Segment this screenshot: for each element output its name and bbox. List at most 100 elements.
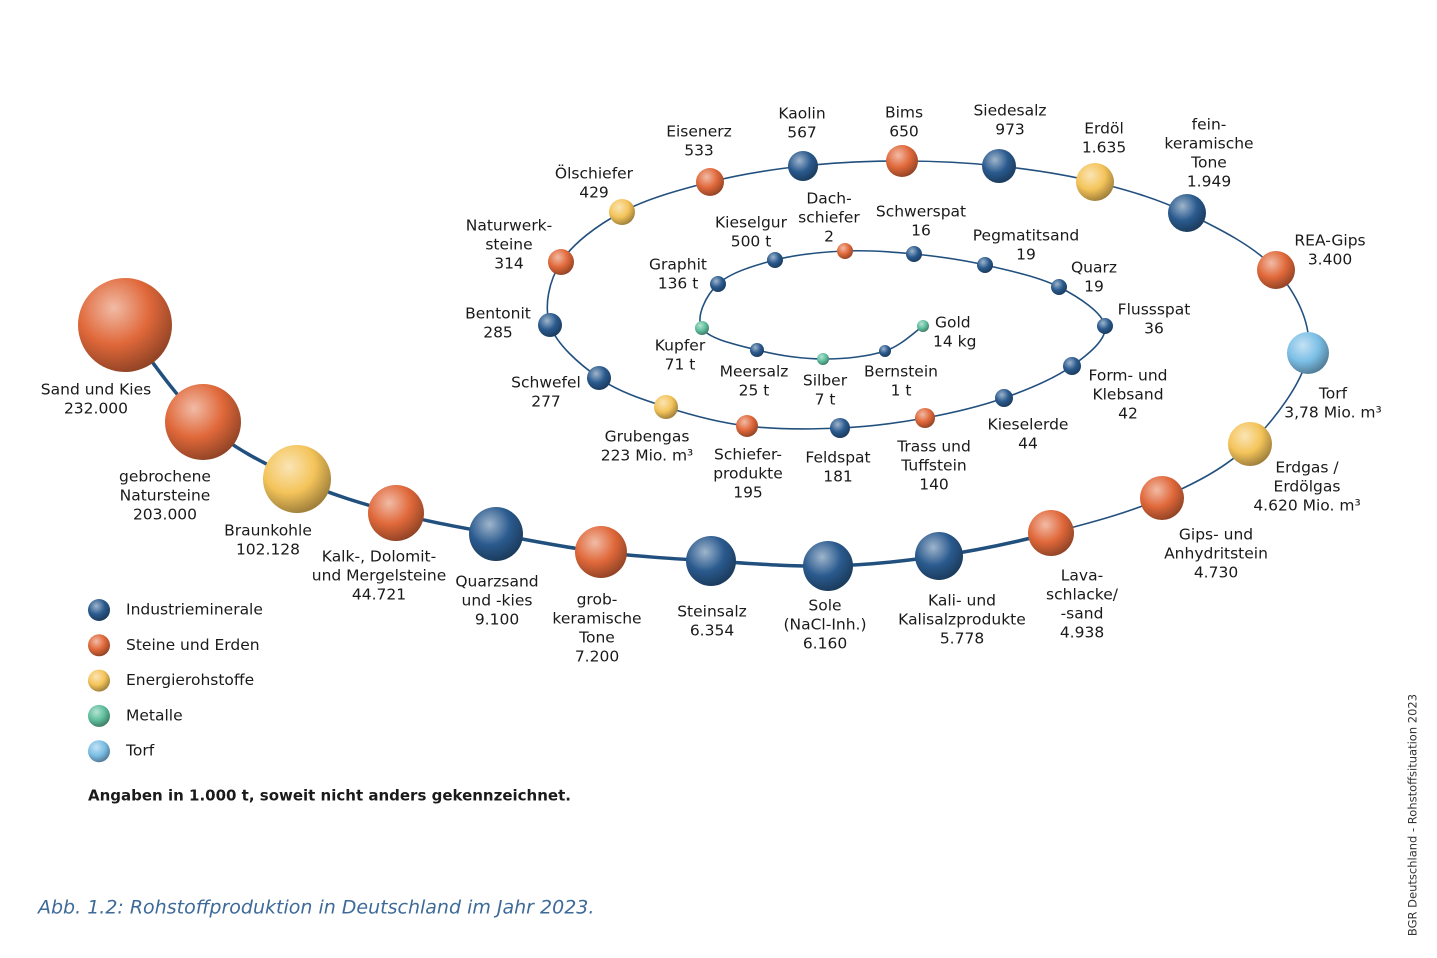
resource-ball xyxy=(654,395,678,419)
resource-ball xyxy=(548,249,574,275)
legend-swatch xyxy=(88,599,110,621)
resource-value: 567 xyxy=(787,124,817,142)
resource-ball xyxy=(788,151,818,181)
resource-value: 136 t xyxy=(658,275,699,293)
resource-value: 4.730 xyxy=(1194,564,1238,582)
resource-name: Silber xyxy=(803,372,848,390)
resource-name: schlacke/ xyxy=(1046,586,1119,604)
resource-ball xyxy=(587,366,611,390)
resource-value: 314 xyxy=(494,255,524,273)
resource-ball xyxy=(78,278,172,372)
resource-ball xyxy=(837,243,853,259)
resource-value: 16 xyxy=(911,222,931,240)
resource-name: Bernstein xyxy=(864,363,938,381)
resource-value: 25 t xyxy=(739,382,770,400)
resource-ball xyxy=(165,384,241,460)
resource-ball xyxy=(368,485,424,541)
resource-name: Kieselgur xyxy=(715,214,788,232)
resource-value: 195 xyxy=(733,484,763,502)
resource-value: 71 t xyxy=(665,356,696,374)
resource-value: 4.620 Mio. m³ xyxy=(1253,497,1360,515)
resource-name: Feldspat xyxy=(805,449,870,467)
resource-name: Bentonit xyxy=(465,305,531,323)
resource-ball xyxy=(886,145,918,177)
resource-ball xyxy=(817,353,829,365)
resource-value: 9.100 xyxy=(475,611,519,629)
resource-name: Kali- und xyxy=(928,592,996,610)
legend-label: Metalle xyxy=(126,706,183,724)
resource-ball xyxy=(1257,251,1295,289)
resource-name: Quarz xyxy=(1071,259,1117,277)
resource-value: 140 xyxy=(919,476,949,494)
resource-name: Anhydritstein xyxy=(1164,545,1268,563)
resource-name: Trass und xyxy=(896,438,971,456)
resource-ball xyxy=(906,246,922,262)
resource-name: Siedesalz xyxy=(973,102,1046,120)
resource-ball xyxy=(750,343,764,357)
resource-value: 42 xyxy=(1118,405,1138,423)
resource-ball xyxy=(767,252,783,268)
resource-value: 973 xyxy=(995,121,1025,139)
resource-value: 285 xyxy=(483,324,513,342)
resource-value: 429 xyxy=(579,184,609,202)
resource-ball xyxy=(686,536,736,586)
resource-value: 19 xyxy=(1084,278,1104,296)
resource-name: Dach- xyxy=(806,190,851,208)
resource-name: Natursteine xyxy=(120,487,211,505)
resource-value: 181 xyxy=(823,468,853,486)
resource-name: Ölschiefer xyxy=(555,164,634,183)
resource-value: 1 t xyxy=(891,382,912,400)
resource-name: Form- und xyxy=(1088,367,1167,385)
resource-name: Kaolin xyxy=(778,105,825,123)
resource-name: schiefer xyxy=(798,209,860,227)
resource-name: Bims xyxy=(885,104,923,122)
resource-name: Erdöl xyxy=(1084,120,1124,138)
resource-ball xyxy=(609,199,635,225)
resource-value: 4.938 xyxy=(1060,624,1104,642)
resource-name: Kieselerde xyxy=(988,416,1069,434)
legend-swatch xyxy=(88,704,110,727)
resource-value: 2 xyxy=(824,228,834,246)
resource-ball xyxy=(830,418,850,438)
legend-swatch xyxy=(88,669,110,692)
resource-ball xyxy=(917,320,929,332)
resource-ball xyxy=(710,276,726,292)
resource-name: Kupfer xyxy=(655,337,706,355)
resource-name: Klebsand xyxy=(1092,386,1163,404)
resource-ball xyxy=(736,415,758,437)
resource-value: 44.721 xyxy=(352,586,406,604)
resource-name: Schwerspat xyxy=(876,203,966,221)
resource-name: Sole xyxy=(808,597,841,615)
resource-value: 3,78 Mio. m³ xyxy=(1284,404,1382,422)
resource-value: 19 xyxy=(1016,246,1036,264)
resource-name: steine xyxy=(485,236,532,254)
resource-name: Tuffstein xyxy=(900,457,966,475)
resource-name: keramische xyxy=(552,610,641,628)
resource-ball xyxy=(995,389,1013,407)
resource-value: 223 Mio. m³ xyxy=(601,447,694,465)
resource-name: und Mergelsteine xyxy=(312,567,446,585)
source: BGR Deutschland - Rohstoffsituation 2023 xyxy=(1406,694,1420,936)
resource-name: Torf xyxy=(1318,385,1348,403)
resource-value: 6.160 xyxy=(803,635,847,653)
legend-swatch xyxy=(88,740,110,763)
resource-name: Pegmatitsand xyxy=(973,227,1079,245)
resource-value: 44 xyxy=(1018,435,1038,453)
resource-name: Eisenerz xyxy=(666,123,732,141)
resource-value: 650 xyxy=(889,123,919,141)
resource-value: 1.949 xyxy=(1187,173,1231,191)
resource-ball xyxy=(1063,357,1081,375)
resource-name: Schiefer- xyxy=(714,446,782,464)
resource-ball xyxy=(695,321,709,335)
note: Angaben in 1.000 t, soweit nicht anders … xyxy=(88,787,571,805)
resource-ball xyxy=(803,541,853,591)
resource-name: produkte xyxy=(713,465,783,483)
resource-value: 3.400 xyxy=(1308,251,1352,269)
resource-name: Tone xyxy=(1190,154,1227,172)
resource-name: Kalisalzprodukte xyxy=(898,611,1026,629)
resource-value: 36 xyxy=(1144,320,1164,338)
resource-name: grob- xyxy=(577,591,618,609)
resource-value: 277 xyxy=(531,393,561,411)
legend-swatch xyxy=(88,634,110,657)
resource-name: Tone xyxy=(578,629,615,647)
